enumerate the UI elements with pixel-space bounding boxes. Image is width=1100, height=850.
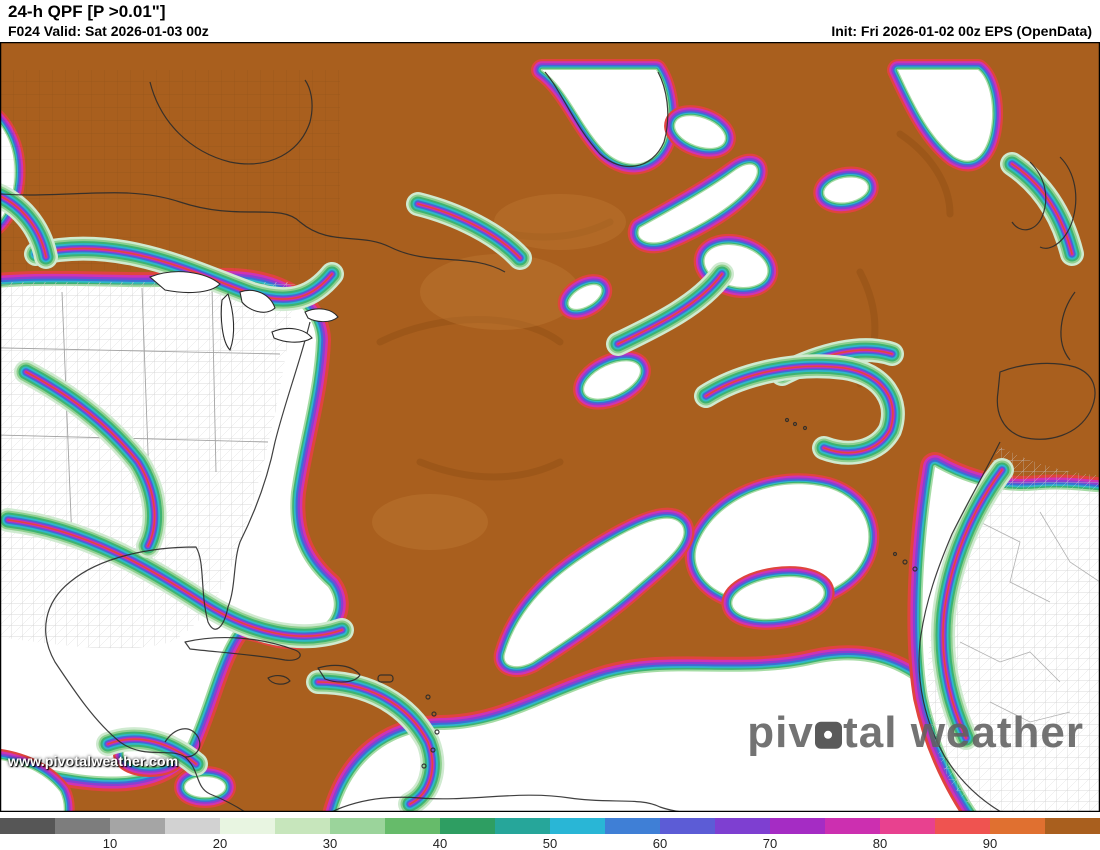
colorbar-segment (605, 818, 660, 834)
great-lakes (148, 271, 339, 351)
prob-ribbons (0, 152, 1084, 812)
valid-time-label: F024 Valid: Sat 2026-01-03 00z (8, 23, 209, 39)
init-time-label: Init: Fri 2026-01-02 00z EPS (OpenData) (831, 23, 1092, 39)
field-texture-light (372, 194, 626, 550)
colorbar-segment (550, 818, 605, 834)
pivotal-weather-logo: piv tal weather (747, 708, 1084, 758)
colorbar-segment (880, 818, 935, 834)
colorbar-segment (165, 818, 220, 834)
colorbar-segment (990, 818, 1045, 834)
colorbar-segment (0, 818, 55, 834)
white-region-azores (695, 484, 869, 603)
watermark-url: www.pivotalweather.com (8, 753, 179, 769)
colorbar-segment (275, 818, 330, 834)
colorbar-segment (440, 818, 495, 834)
colorbar-segment (110, 818, 165, 834)
map-area (0, 42, 1100, 812)
map-header: 24-h QPF [P >0.01"] F024 Valid: Sat 2026… (0, 0, 1100, 42)
white-region-greenland (542, 70, 669, 164)
colorbar-segment (935, 818, 990, 834)
colorbar-segment (770, 818, 825, 834)
weather-map (0, 42, 1100, 812)
colorbar-segment (495, 818, 550, 834)
pivotal-o-icon (814, 721, 843, 749)
white-region-south-atlantic (337, 660, 991, 812)
colorbar-segment (715, 818, 770, 834)
product-title: 24-h QPF [P >0.01"] (8, 2, 166, 21)
colorbar-segment (220, 818, 275, 834)
colorbar-segment (660, 818, 715, 834)
logo-text-right: tal weather (843, 708, 1084, 757)
coastlines (0, 71, 1096, 812)
colorbar-segment (55, 818, 110, 834)
colorbar-segment (825, 818, 880, 834)
white-region-ne (898, 70, 993, 161)
colorbar-segment (330, 818, 385, 834)
colorbar-segment (385, 818, 440, 834)
white-swirl (504, 518, 684, 667)
logo-text-left: piv (747, 708, 814, 757)
colorbar-segment (1045, 818, 1100, 834)
colorbar (0, 818, 1100, 834)
